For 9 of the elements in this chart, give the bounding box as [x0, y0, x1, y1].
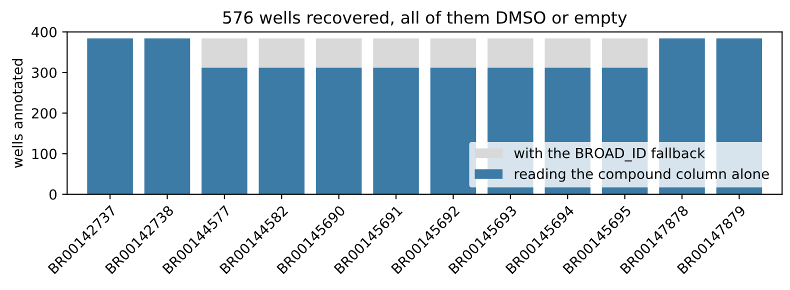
y-tick-label: 300 [32, 67, 57, 78]
chart-title: 576 wells recovered, all of them DMSO or empty [223, 10, 627, 28]
y-axis-title: wells annotated [12, 59, 23, 168]
y-tick-label: 0 [50, 189, 57, 200]
y-tick-label: 100 [32, 148, 57, 160]
legend-label: reading the compound column alone [514, 168, 769, 182]
legend-label: with the BROAD_ID fallback [514, 148, 706, 162]
y-tick-label: 200 [32, 108, 57, 119]
y-tick-label: 400 [32, 26, 57, 38]
